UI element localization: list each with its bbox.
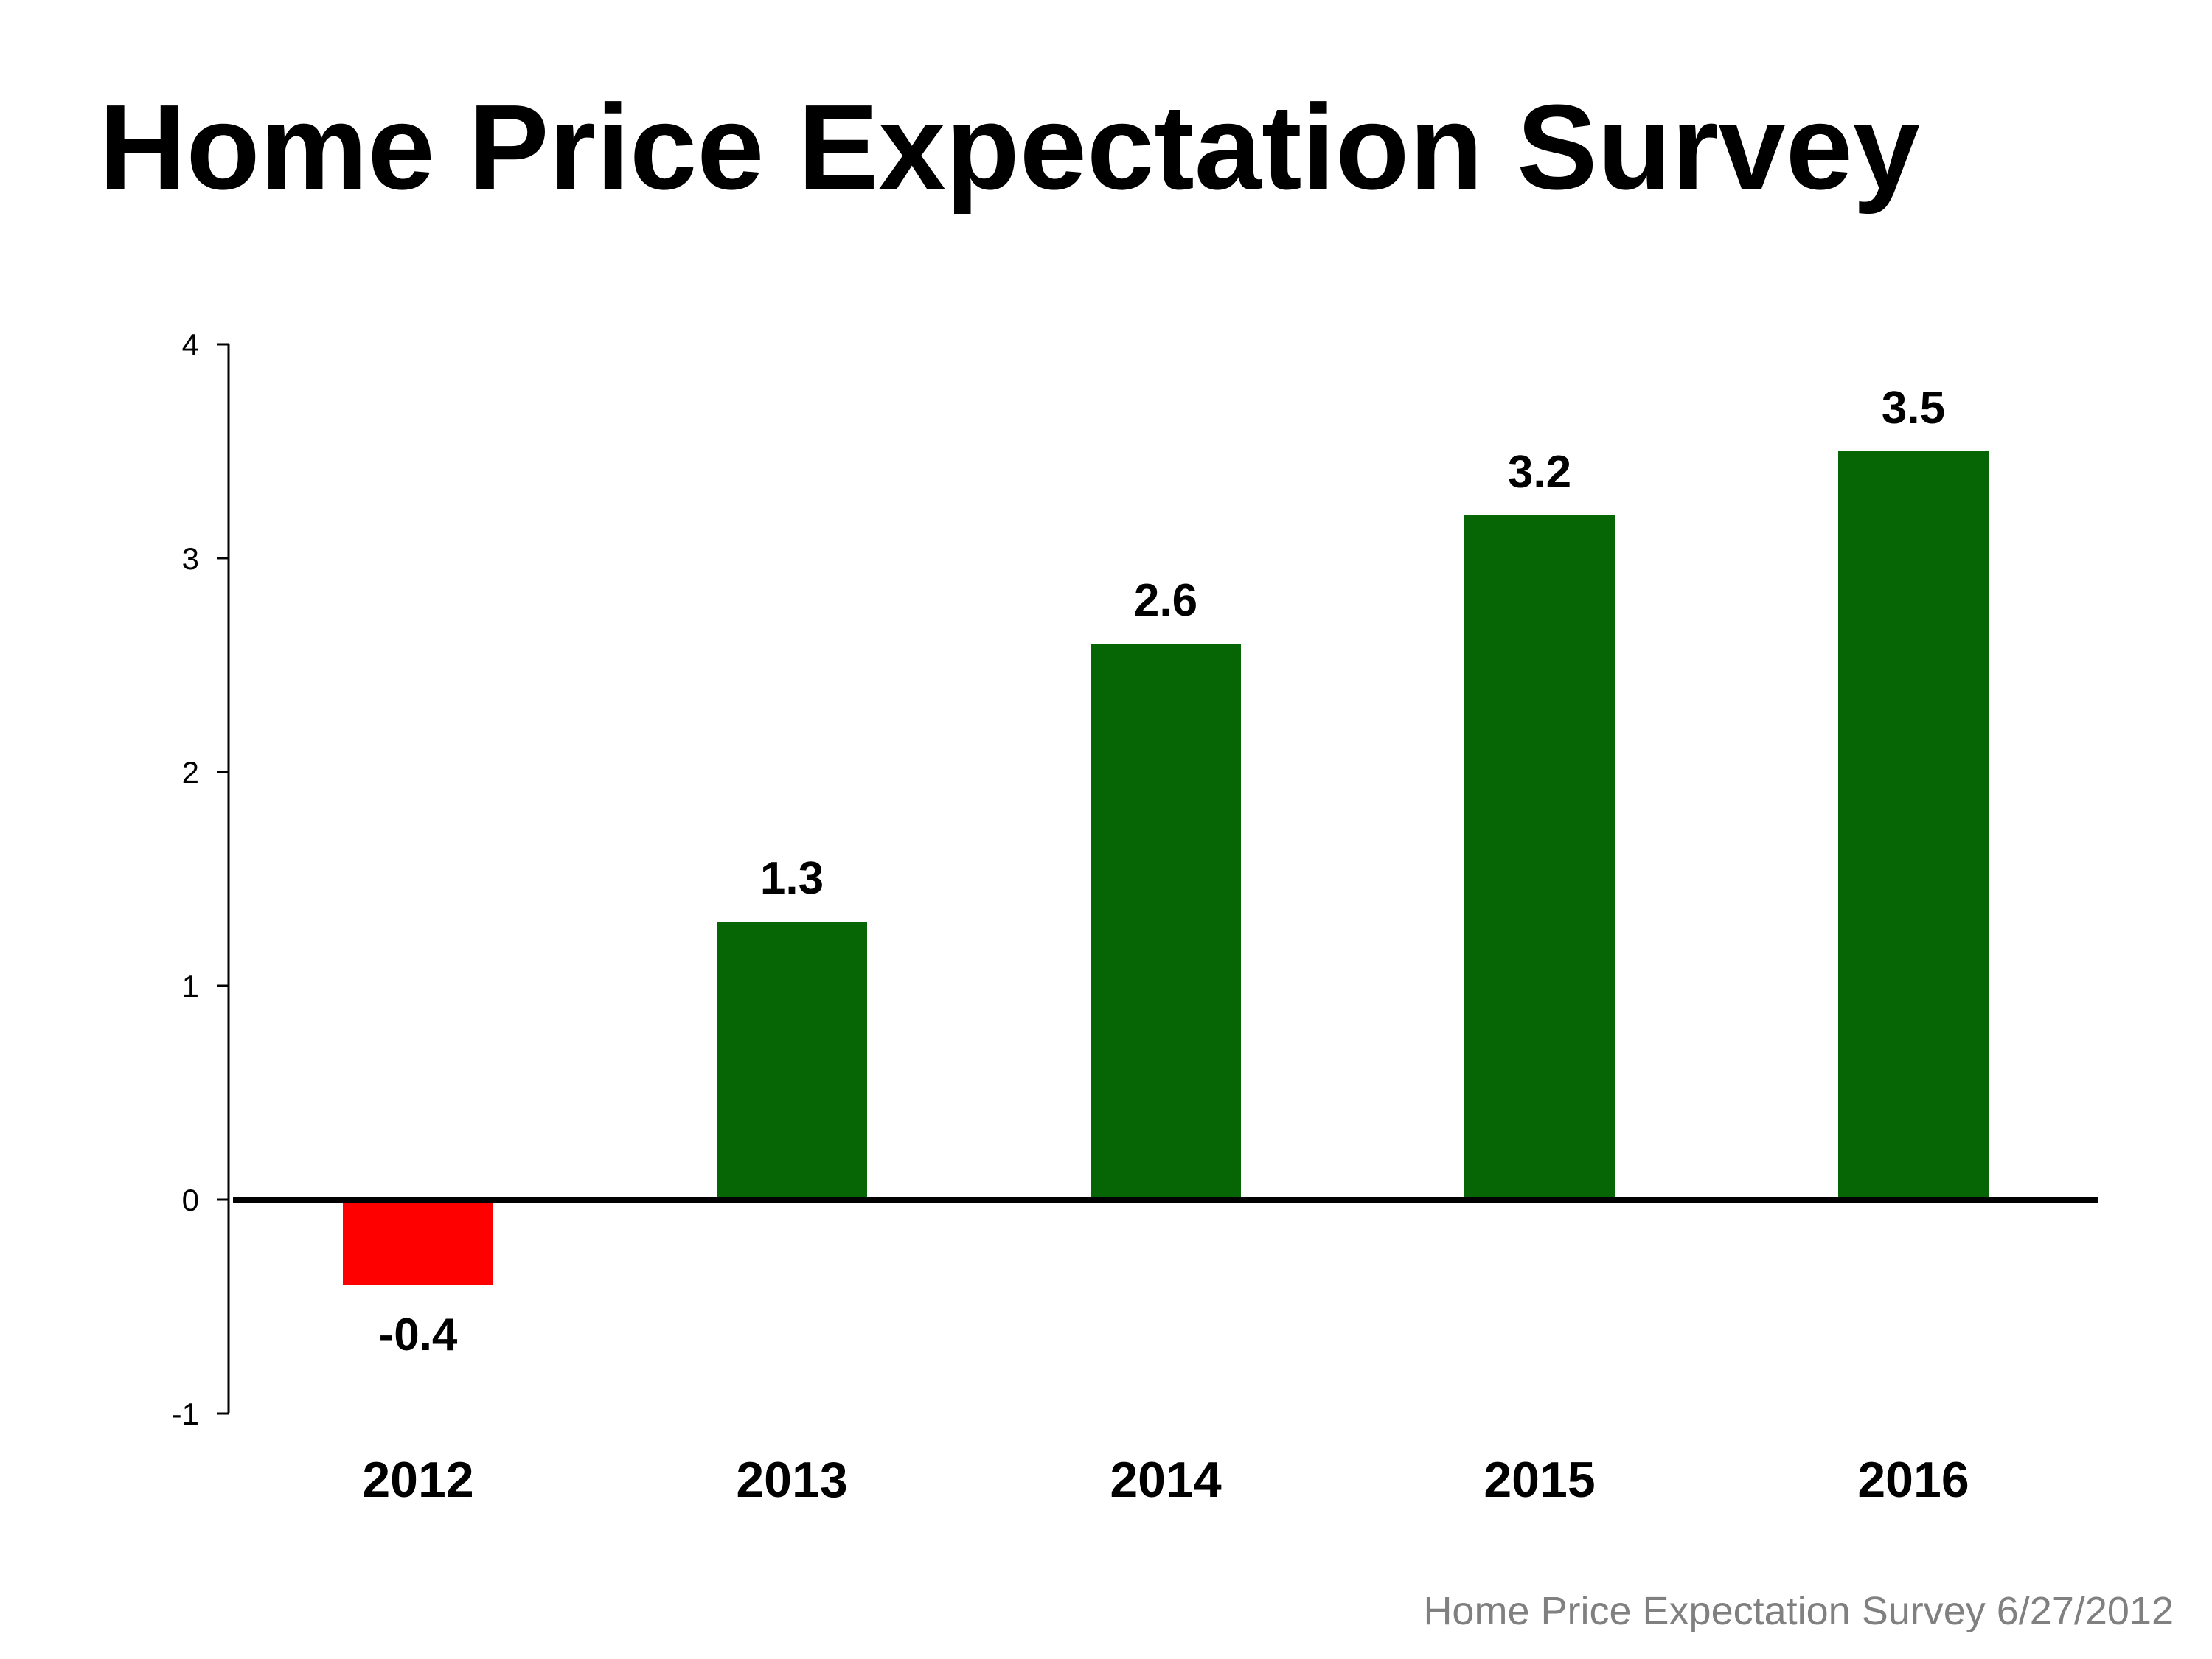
data-label-2012: -0.4 <box>379 1310 458 1360</box>
y-tick-label: 4 <box>182 327 199 362</box>
y-tick-label: 1 <box>182 969 199 1004</box>
data-label-2016: 3.5 <box>1882 383 1945 434</box>
y-axis-ticks: -1 0 1 2 3 4 <box>172 327 229 1431</box>
y-tick-label: 2 <box>182 755 199 790</box>
bar-2015 <box>1464 515 1615 1200</box>
category-label-2014: 2014 <box>1110 1452 1221 1508</box>
category-label-2015: 2015 <box>1484 1452 1595 1508</box>
page-title: Home Price Expectation Survey <box>99 80 1921 215</box>
footer-source: Home Price Expectation Survey 6/27/2012 <box>1423 1589 2174 1633</box>
category-label-2016: 2016 <box>1857 1452 1969 1508</box>
category-label-2012: 2012 <box>362 1452 473 1508</box>
y-tick-label: 3 <box>182 541 199 576</box>
bars <box>343 451 1989 1285</box>
y-tick-label: -1 <box>172 1397 199 1431</box>
category-label-2013: 2013 <box>736 1452 847 1508</box>
bar-2012 <box>343 1200 493 1285</box>
data-label-2013: 1.3 <box>760 853 824 904</box>
data-labels: -0.4 1.3 2.6 3.2 3.5 <box>379 383 1946 1360</box>
axes <box>227 344 2098 1413</box>
x-axis-labels: 2012 2013 2014 2015 2016 <box>362 1452 1969 1508</box>
y-tick-label: 0 <box>182 1183 199 1217</box>
bar-2013 <box>717 922 867 1200</box>
bar-2016 <box>1838 451 1989 1200</box>
data-label-2015: 3.2 <box>1508 447 1571 498</box>
bar-2014 <box>1091 644 1241 1200</box>
data-label-2014: 2.6 <box>1134 575 1197 626</box>
